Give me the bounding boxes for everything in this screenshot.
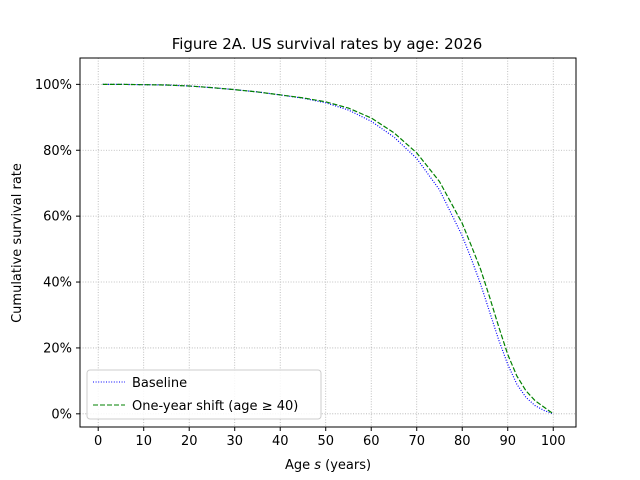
x-axis-ticks: 0 10 20 30 40 50 60 70 80 90 100	[94, 427, 566, 449]
x-axis-label-variable: s	[314, 458, 321, 473]
y-axis-label: Cumulative survival rate	[10, 163, 25, 323]
x-tick-label: 20	[181, 434, 198, 449]
legend-box	[86, 369, 322, 420]
y-tick-label: 100%	[35, 78, 72, 93]
x-axis-label: Age s (years)	[285, 458, 371, 473]
x-tick-label: 100	[541, 434, 566, 449]
x-tick-label: 0	[94, 434, 102, 449]
y-tick-label: 80%	[43, 144, 72, 159]
x-tick-label: 90	[499, 434, 516, 449]
x-tick-label: 60	[363, 434, 380, 449]
chart-title: Figure 2A. US survival rates by age: 202…	[172, 35, 483, 53]
x-axis-label-prefix: Age	[285, 458, 314, 473]
y-axis-ticks: 0% 20% 40% 60% 80% 100%	[35, 78, 80, 422]
legend: Baseline One-year shift (age ≥ 40)	[86, 369, 322, 420]
x-tick-label: 50	[317, 434, 334, 449]
legend-label-baseline: Baseline	[132, 376, 187, 391]
legend-label-one-year-shift: One-year shift (age ≥ 40)	[132, 399, 298, 414]
y-tick-label: 0%	[51, 407, 72, 422]
x-tick-label: 80	[454, 434, 471, 449]
series-layer	[102, 83, 554, 415]
y-tick-label: 40%	[43, 276, 72, 291]
x-tick-label: 30	[226, 434, 243, 449]
x-tick-label: 70	[408, 434, 425, 449]
series-line-1	[102, 83, 554, 415]
x-tick-label: 40	[272, 434, 289, 449]
x-axis-label-suffix: (years)	[321, 458, 371, 473]
y-tick-label: 20%	[43, 341, 72, 356]
x-tick-label: 10	[135, 434, 152, 449]
plot-frame	[79, 57, 577, 428]
y-tick-label: 60%	[43, 210, 72, 225]
